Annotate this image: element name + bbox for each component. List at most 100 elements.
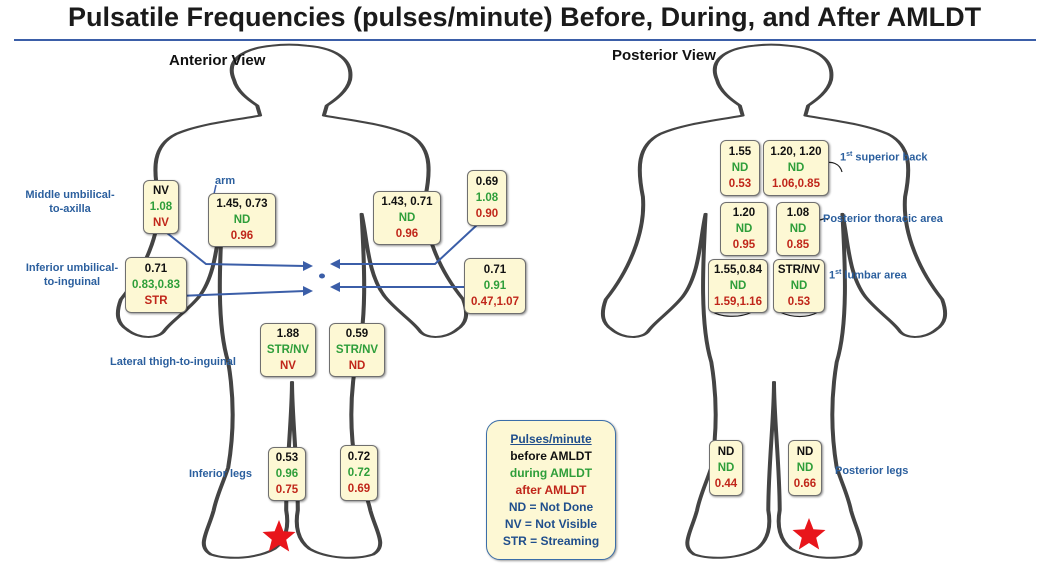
value-box-post-right-thoracic: 1.08 ND 0.85 — [776, 202, 820, 256]
value-after: 0.66 — [793, 478, 817, 490]
value-after: 0.44 — [714, 478, 738, 490]
arrow-heads — [303, 259, 340, 296]
value-box-post-left-thoracic: 1.20 ND 0.95 — [720, 202, 768, 256]
value-after: 0.47,1.07 — [471, 296, 519, 308]
value-box-ant-right-leg: 0.72 0.72 0.69 — [340, 445, 378, 501]
value-before: 0.71 — [144, 263, 168, 275]
anterior-view-title: Anterior View — [169, 52, 266, 69]
value-before: 1.43, 0.71 — [381, 196, 433, 208]
value-after: 0.95 — [732, 239, 756, 251]
value-before: 1.55 — [728, 146, 752, 158]
value-before: 0.71 — [483, 264, 507, 276]
arm-leader-line — [213, 184, 217, 195]
label-lateral-thigh-to-inguinal: Lateral thigh-to-inguinal — [110, 356, 236, 368]
title-divider — [14, 39, 1036, 41]
value-before: STR/NV — [777, 264, 821, 276]
label-first-lumbar-area: 1st lumbar area — [829, 266, 907, 283]
label-text: superior back — [852, 151, 928, 164]
label-inferior-umbilical-to-inguinal: Inferior umbilical- to-inguinal — [18, 261, 126, 289]
value-during: 0.96 — [275, 468, 299, 480]
page-title: Pulsatile Frequencies (pulses/minute) Be… — [67, 2, 982, 32]
value-during: ND — [729, 280, 747, 292]
legend-box: Pulses/minute before AMLDT during AMLDT … — [486, 420, 616, 560]
value-box-ant-right-lower: 0.71 0.91 0.47,1.07 — [464, 258, 526, 314]
label-middle-umbilical-to-axilla: Middle umbilical- to-axilla — [22, 188, 118, 216]
arrowhead-left-upper — [303, 261, 313, 271]
value-during: ND — [789, 223, 807, 235]
value-before: ND — [796, 446, 814, 458]
label-ordinal-suffix: st — [846, 151, 853, 158]
value-before: 1.20, 1.20 — [770, 146, 822, 158]
value-during: ND — [735, 223, 753, 235]
arrowhead-right-lower — [330, 282, 340, 292]
value-during: 0.83,0.83 — [132, 279, 180, 291]
value-after: NV — [280, 360, 296, 372]
label-inferior-legs: Inferior legs — [189, 468, 252, 480]
value-box-post-right-back: 1.20, 1.20 ND 1.06,0.85 — [763, 140, 829, 196]
value-box-ant-left-leg: 0.53 0.96 0.75 — [268, 447, 306, 501]
value-box-ant-left-lower: 0.71 0.83,0.83 STR — [125, 257, 187, 313]
legend-str: STR = Streaming — [502, 533, 600, 548]
value-after: 0.90 — [475, 208, 499, 220]
value-after: 0.53 — [728, 178, 752, 190]
value-before: 1.20 — [732, 207, 756, 219]
value-after: 0.53 — [787, 296, 811, 308]
value-box-ant-right-upper: 0.69 1.08 0.90 — [467, 170, 507, 226]
posterior-star-icon — [792, 518, 826, 550]
arrowhead-right-upper — [330, 259, 340, 269]
value-after: 0.96 — [230, 230, 254, 242]
value-after: NV — [153, 217, 169, 229]
label-text: lumbar area — [841, 269, 907, 282]
label-posterior-thoracic-area: Posterior thoracic area — [823, 213, 943, 225]
value-after: 0.69 — [347, 483, 371, 495]
arrowhead-left-lower — [303, 286, 313, 296]
value-after: 0.96 — [395, 228, 419, 240]
value-during: STR/NV — [266, 344, 310, 356]
label-line: to-inguinal — [43, 276, 101, 288]
legend-before: before AMLDT — [510, 448, 592, 463]
label-ordinal-suffix: st — [835, 269, 842, 276]
value-before: 0.59 — [345, 328, 369, 340]
value-before: 1.55,0.84 — [714, 264, 762, 276]
legend-during: during AMLDT — [509, 465, 593, 480]
value-after: 1.06,0.85 — [772, 178, 820, 190]
value-box-ant-arm: 1.45, 0.73 ND 0.96 — [208, 193, 276, 247]
value-before: 1.45, 0.73 — [216, 198, 268, 210]
value-after: 1.59,1.16 — [714, 296, 762, 308]
legend-heading: Pulses/minute — [510, 431, 592, 446]
value-during: STR/NV — [335, 344, 379, 356]
value-after: STR — [144, 295, 168, 307]
value-during: ND — [233, 214, 251, 226]
value-box-post-left-leg: ND ND 0.44 — [709, 440, 743, 496]
right-upper-arrow-line — [338, 223, 479, 265]
umbilicus-dot — [319, 273, 325, 279]
value-during: ND — [398, 212, 416, 224]
value-before: 1.08 — [786, 207, 810, 219]
value-during: ND — [796, 462, 814, 474]
label-ordinal: 1 — [829, 269, 836, 282]
value-box-post-left-back: 1.55 ND 0.53 — [720, 140, 760, 196]
label-first-superior-back: 1st superior back — [840, 148, 928, 165]
label-ordinal: 1 — [840, 151, 847, 164]
label-line: Inferior umbilical- — [25, 262, 119, 274]
label-line: to-axilla — [49, 203, 91, 215]
legend-nv: NV = Not Visible — [504, 516, 598, 531]
anterior-star-icon — [262, 520, 296, 552]
value-box-ant-left-thigh: 1.88 STR/NV NV — [260, 323, 316, 377]
value-during: 0.91 — [483, 280, 507, 292]
value-before: NV — [153, 185, 169, 197]
value-after: ND — [348, 360, 366, 372]
value-before: 0.72 — [347, 451, 371, 463]
value-before: 0.53 — [275, 452, 299, 464]
bracket-thoracic — [819, 217, 829, 221]
value-before: 1.88 — [276, 328, 300, 340]
posterior-view-title: Posterior View — [612, 47, 716, 64]
legend-after: after AMLDT — [515, 482, 587, 497]
value-box-ant-right-thigh: 0.59 STR/NV ND — [329, 323, 385, 377]
value-box-post-left-lumbar: 1.55,0.84 ND 1.59,1.16 — [708, 259, 768, 313]
value-during: 0.72 — [347, 467, 371, 479]
value-after: 0.75 — [275, 484, 299, 496]
value-after: 0.85 — [786, 239, 810, 251]
value-before: 0.69 — [475, 176, 499, 188]
value-box-post-right-lumbar: STR/NV ND 0.53 — [773, 259, 825, 313]
